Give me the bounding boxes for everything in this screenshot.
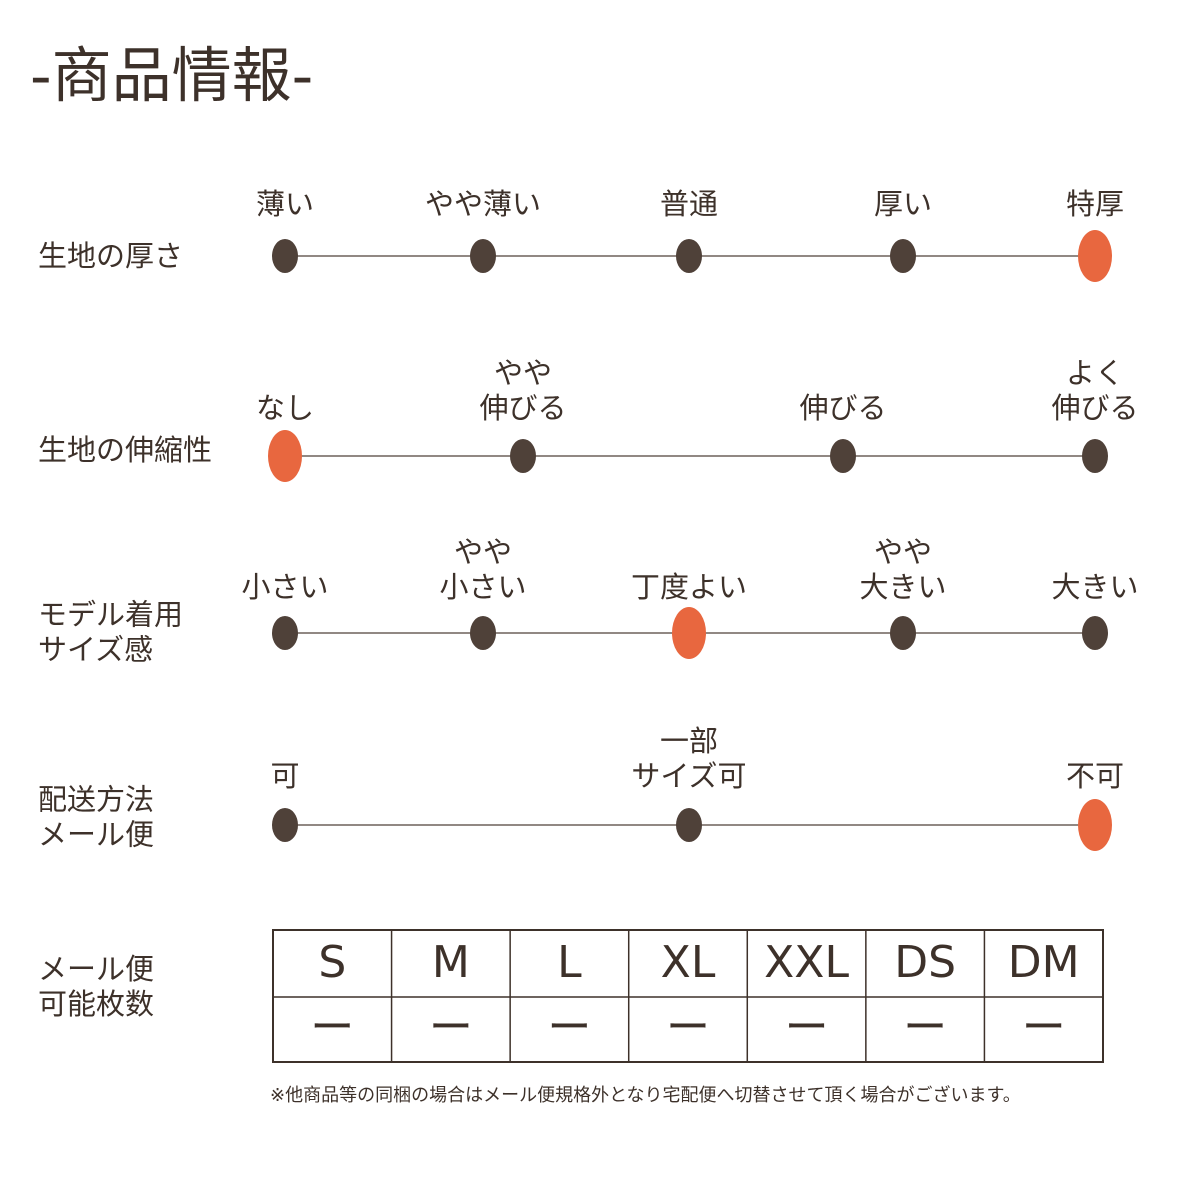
option-dot: [470, 239, 496, 273]
table-header: L: [557, 937, 582, 988]
option-label: 薄い: [256, 187, 314, 221]
option-label: よく: [1066, 356, 1124, 390]
option-label: やや薄い: [425, 187, 541, 221]
title: -商品情報-: [30, 42, 313, 112]
option-label: 丁度よい: [631, 570, 747, 604]
option-label: 不可: [1066, 759, 1124, 793]
option-label: やや: [454, 535, 512, 569]
table-cell: ー: [1022, 1002, 1066, 1053]
option-label: 特厚: [1066, 187, 1124, 221]
option-label: 伸びる: [479, 391, 566, 425]
option-dot: [676, 239, 702, 273]
table-header: S: [318, 937, 346, 988]
table-border: [272, 929, 1104, 1063]
table-header: DM: [1008, 937, 1080, 988]
option-label: やや: [494, 356, 552, 390]
table-header: DS: [894, 937, 956, 988]
footnote: ※他商品等の同梱の場合はメール便規格外となり宅配便へ切替させて頂く場合がございま…: [270, 1084, 1021, 1106]
option-label: 小さい: [241, 570, 328, 604]
option-dot: [676, 808, 702, 842]
option-label: サイズ可: [631, 759, 746, 793]
table-label: メール便: [38, 952, 154, 986]
row-label: 生地の厚さ: [38, 239, 183, 273]
option-label: 一部: [660, 724, 718, 758]
row-label: 生地の伸縮性: [38, 433, 212, 467]
row-label: サイズ感: [38, 633, 153, 667]
table-cell: ー: [903, 1002, 947, 1053]
option-label: 普通: [660, 187, 718, 221]
table-header: XXL: [764, 937, 849, 988]
option-dot: [272, 808, 298, 842]
option-label: 大きい: [859, 570, 946, 604]
selected-dot: [268, 430, 302, 482]
option-dot: [1082, 439, 1108, 473]
option-dot: [272, 616, 298, 650]
option-dot: [272, 239, 298, 273]
option-dot: [470, 616, 496, 650]
table-label: 可能枚数: [38, 987, 154, 1021]
option-label: やや: [874, 535, 932, 569]
option-dot: [1082, 616, 1108, 650]
option-label: 伸びる: [1051, 391, 1138, 425]
option-dot: [890, 239, 916, 273]
option-label: なし: [256, 391, 314, 425]
row-label: 配送方法: [38, 783, 154, 817]
table-header: XL: [661, 937, 716, 988]
selected-dot: [672, 607, 706, 659]
table-cell: ー: [429, 1002, 473, 1053]
option-label: 小さい: [439, 570, 526, 604]
row-label: メール便: [38, 818, 154, 852]
option-dot: [830, 439, 856, 473]
selected-dot: [1078, 230, 1112, 282]
selected-dot: [1078, 799, 1112, 851]
option-label: 伸びる: [799, 391, 886, 425]
option-dot: [890, 616, 916, 650]
table-cell: ー: [785, 1002, 829, 1053]
row-label: モデル着用: [38, 598, 183, 632]
table-cell: ー: [547, 1002, 591, 1053]
table-header: M: [432, 937, 470, 988]
option-label: 大きい: [1051, 570, 1138, 604]
table-cell: ー: [666, 1002, 710, 1053]
table-cell: ー: [310, 1002, 354, 1053]
option-label: 可: [270, 759, 299, 793]
option-dot: [510, 439, 536, 473]
option-label: 厚い: [874, 187, 932, 221]
